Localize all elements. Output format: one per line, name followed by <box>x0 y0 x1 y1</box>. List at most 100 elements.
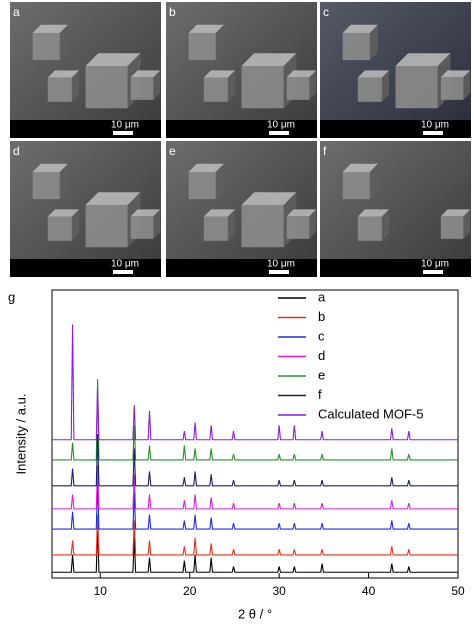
xrd-pattern <box>52 324 458 441</box>
crystal-side <box>71 209 80 241</box>
crystal-top <box>440 209 471 217</box>
panel-label: g <box>8 289 15 304</box>
crystal-side <box>381 70 390 102</box>
crystal-top <box>32 24 68 33</box>
crystal-face <box>188 32 216 61</box>
xrd-pattern <box>52 482 458 530</box>
crystal-side <box>153 70 161 100</box>
legend-label: f <box>318 387 322 402</box>
crystal-top <box>188 163 224 172</box>
xrd-pattern <box>52 379 458 461</box>
scale-label: 10 μm <box>111 120 139 131</box>
scale-bar <box>269 131 289 135</box>
crystal-top <box>85 192 141 205</box>
crystal-top <box>342 24 378 33</box>
crystal-top <box>130 70 161 78</box>
crystal-top <box>357 209 390 217</box>
crystal-face <box>440 216 464 239</box>
scale-bar <box>269 270 289 274</box>
legend-label: b <box>318 309 325 324</box>
crystal-top <box>357 70 390 78</box>
crystal-face <box>203 216 228 241</box>
crystal-top <box>395 53 451 66</box>
scale-bar <box>113 270 133 274</box>
crystal-face <box>85 204 128 248</box>
scale-bar <box>423 270 443 274</box>
crystal-side <box>463 70 471 100</box>
crystal-top <box>85 53 141 66</box>
crystal-side <box>227 209 236 241</box>
crystal-side <box>215 24 224 61</box>
x-axis-title: 2 θ / ° <box>238 606 272 621</box>
scale-label: 10 μm <box>267 120 295 131</box>
crystal-face <box>286 216 310 239</box>
legend-label: c <box>318 328 325 343</box>
crystal-top <box>188 24 224 33</box>
crystal-top <box>203 209 236 217</box>
legend-label: e <box>318 367 325 382</box>
crystal-side <box>369 163 378 200</box>
crystal-top <box>241 192 297 205</box>
legend-label: Calculated MOF-5 <box>318 406 423 421</box>
crystal-face <box>203 77 228 102</box>
crystal-face <box>342 32 370 61</box>
crystal-top <box>342 163 378 172</box>
y-axis-title: Intensity / a.u. <box>13 394 28 475</box>
panel-label: d <box>13 144 20 158</box>
crystal-side <box>59 24 68 61</box>
crystal-top <box>241 53 297 66</box>
xrd-pattern <box>52 514 458 556</box>
crystal-face <box>357 216 382 241</box>
crystal-top <box>286 209 317 217</box>
xrd-pattern <box>52 465 458 510</box>
x-tick-label: 30 <box>272 584 286 598</box>
scale-label: 10 μm <box>421 259 449 270</box>
crystal-face <box>357 77 382 102</box>
crystal-face <box>342 171 370 200</box>
crystal-side <box>369 24 378 61</box>
panel-label: f <box>323 144 327 158</box>
crystal-face <box>32 32 60 61</box>
crystal-face <box>47 216 72 241</box>
crystal-top <box>32 163 68 172</box>
plot-frame <box>51 289 459 579</box>
panel-label: b <box>169 5 176 19</box>
sem-image: b 10 μm <box>166 2 317 138</box>
crystal-top <box>286 70 317 78</box>
crystal-side <box>153 209 161 239</box>
crystal-face <box>241 204 284 248</box>
crystal-face <box>286 77 310 100</box>
crystal-top <box>440 70 471 78</box>
scale-label: 10 μm <box>111 259 139 270</box>
image-background <box>320 141 471 277</box>
panel-label: c <box>323 5 329 19</box>
legend-label: d <box>318 348 325 363</box>
xrd-pattern <box>52 526 458 573</box>
x-tick-label: 50 <box>451 584 465 598</box>
crystal-side <box>309 70 317 100</box>
crystal-side <box>215 163 224 200</box>
crystal-top <box>130 209 161 217</box>
crystal-face <box>188 171 216 200</box>
crystal-face <box>47 77 72 102</box>
legend-label: a <box>318 289 326 304</box>
crystal-face <box>440 77 464 100</box>
crystal-side <box>59 163 68 200</box>
crystal-face <box>395 65 438 109</box>
crystal-face <box>85 65 128 109</box>
crystal-face <box>241 65 284 109</box>
sem-image: c 10 μm <box>320 2 471 138</box>
x-tick-label: 40 <box>362 584 376 598</box>
sem-image: d 10 μm <box>10 141 161 277</box>
crystal-side <box>227 70 236 102</box>
x-tick-label: 10 <box>94 584 108 598</box>
sem-image: f 10 μm <box>320 141 471 277</box>
scale-bar <box>113 131 133 135</box>
crystal-face <box>130 216 154 239</box>
panel-label: a <box>13 5 20 19</box>
crystal-top <box>47 70 80 78</box>
sem-image: e 10 μm <box>166 141 317 277</box>
sem-image: a 10 μm <box>10 2 161 138</box>
scale-label: 10 μm <box>421 120 449 131</box>
